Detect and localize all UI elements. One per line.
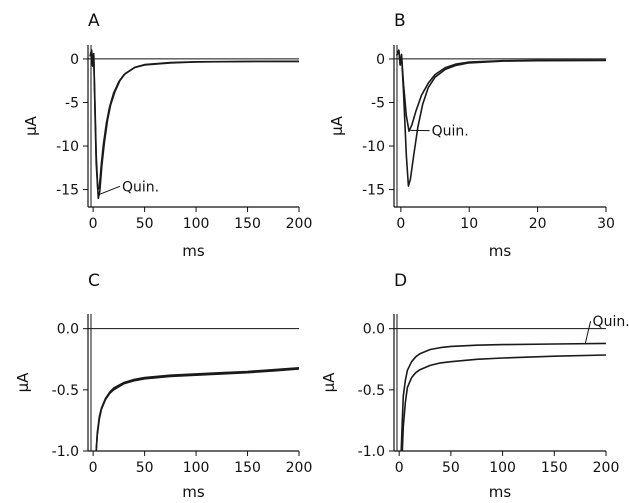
y-tick-label: -15 (362, 183, 385, 199)
y-tick-label: -15 (56, 183, 79, 199)
x-tick-label: 0 (396, 216, 405, 232)
current-trace-1 (395, 49, 607, 187)
y-tick-label: -0.5 (358, 383, 385, 399)
x-axis-label: ms (182, 242, 205, 260)
y-tick-label: -1.0 (358, 444, 385, 460)
x-tick-label: 50 (136, 460, 154, 476)
x-tick-label: 150 (234, 216, 261, 232)
x-tick-label: 150 (541, 460, 568, 476)
annotation-label: Quin. (122, 179, 159, 195)
panel-a: A 0 50 100 150 200 0 -5 -10 -15 ms µA Quin. (22, 11, 312, 260)
current-trace-1 (400, 342, 607, 451)
annotation-leader (98, 185, 121, 196)
x-tick-label: 10 (460, 216, 478, 232)
y-tick-label: 0 (70, 52, 79, 68)
y-axis-label: µA (22, 115, 40, 136)
panel-label: C (88, 271, 100, 291)
x-tick-label: 200 (593, 460, 620, 476)
y-tick-label: 0.0 (57, 322, 79, 338)
y-tick-label: -10 (56, 139, 79, 155)
annotation-leader (584, 321, 592, 344)
y-tick-label: -5 (371, 95, 385, 111)
x-tick-label: 100 (183, 460, 210, 476)
panel-label: D (394, 271, 407, 291)
current-trace-1 (89, 49, 300, 191)
x-tick-label: 200 (286, 460, 313, 476)
x-axis-label: ms (182, 483, 205, 501)
panel-d: D 0 50 100 150 200 0.0 -0.5 -1.0 ms µA Quin. (320, 271, 629, 501)
x-tick-label: 50 (136, 216, 154, 232)
annotation-label: Quin. (593, 314, 629, 330)
x-tick-label: 20 (529, 216, 547, 232)
current-trace-2 (95, 368, 300, 451)
x-tick-label: 30 (597, 216, 615, 232)
x-tick-label: 100 (489, 460, 516, 476)
x-tick-label: 150 (234, 460, 261, 476)
x-axis-label: ms (489, 242, 512, 260)
x-tick-label: 0 (89, 460, 98, 476)
x-tick-label: 0 (89, 216, 98, 232)
panel-label: B (394, 11, 406, 31)
y-tick-label: -0.5 (52, 383, 79, 399)
current-trace-2 (395, 49, 607, 132)
x-tick-label: 200 (286, 216, 313, 232)
panel-c: C 0 50 100 150 200 0.0 -0.5 -1.0 ms µA (14, 271, 312, 501)
panel-label: A (88, 11, 100, 31)
x-tick-label: 50 (442, 460, 460, 476)
y-tick-label: -10 (362, 139, 385, 155)
y-axis-label: µA (328, 115, 346, 136)
current-trace-2 (89, 49, 300, 200)
y-tick-label: -5 (65, 95, 79, 111)
x-tick-label: 100 (183, 216, 210, 232)
annotation-label: Quin. (432, 124, 469, 140)
current-trace-1 (95, 367, 300, 451)
y-axis-label: µA (320, 372, 338, 393)
y-tick-label: 0.0 (363, 322, 385, 338)
x-tick-label: 0 (395, 460, 404, 476)
y-tick-label: 0 (376, 52, 385, 68)
current-trace-2 (401, 354, 607, 451)
y-tick-label: -1.0 (52, 444, 79, 460)
panel-b: B 0 10 20 30 0 -5 -10 -15 ms µA Quin. (328, 11, 615, 260)
x-axis-label: ms (489, 483, 512, 501)
y-axis-label: µA (14, 372, 32, 393)
